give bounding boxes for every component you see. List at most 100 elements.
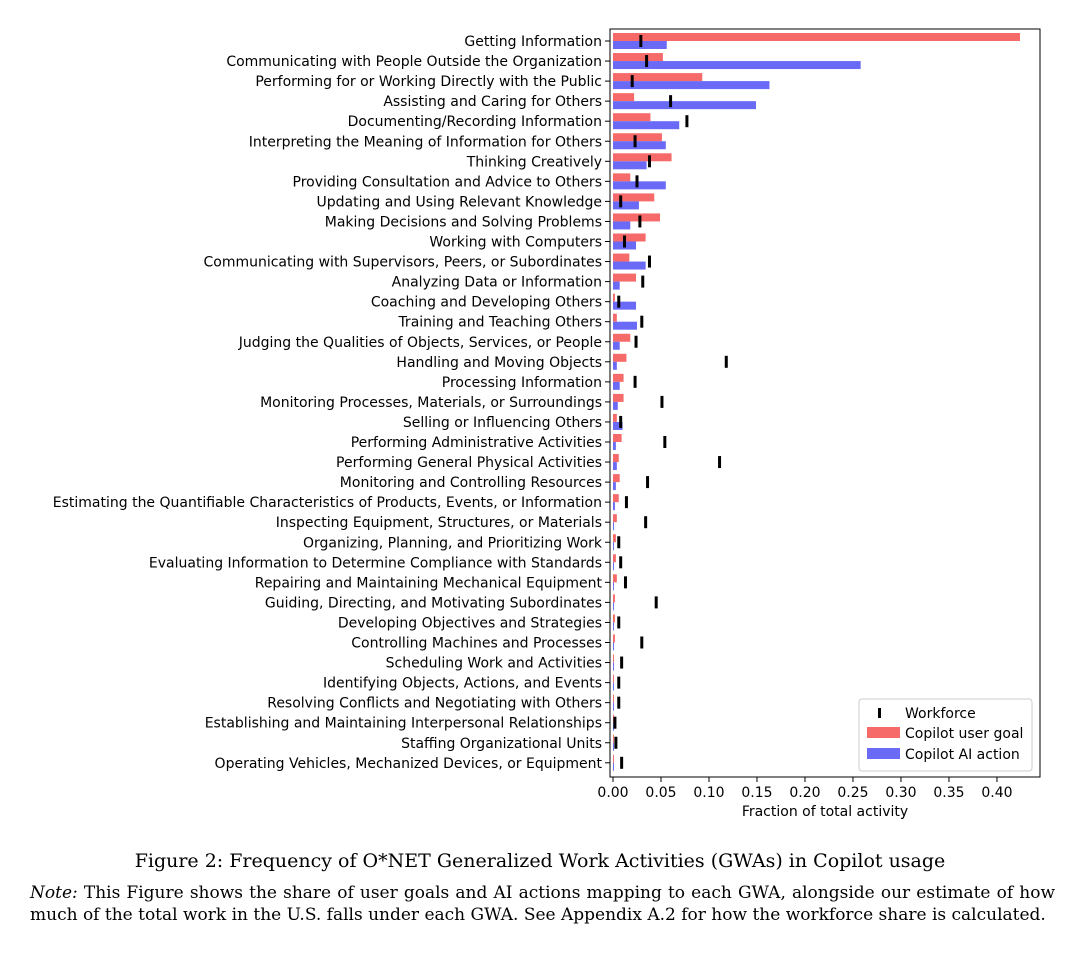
y-tick-label: Monitoring and Controlling Resources [340,475,602,491]
x-tick-label: 0.35 [933,785,964,801]
y-tick-label: Judging the Qualities of Objects, Servic… [238,335,602,351]
y-tick-label: Monitoring Processes, Materials, or Surr… [260,395,602,411]
y-tick-label: Selling or Influencing Others [403,415,602,431]
y-tick-label: Getting Information [464,34,602,50]
user-goal-bar [613,333,631,342]
y-tick-label: Developing Objectives and Strategies [338,615,602,631]
y-tick-label: Documenting/Recording Information [348,114,602,130]
ai-action-bar [613,462,617,471]
y-tick-label: Controlling Machines and Processes [351,636,602,652]
user-goal-bar [613,674,614,683]
ai-action-bar [613,361,617,370]
user-goal-bar [613,53,663,62]
workforce-marker [685,115,689,128]
workforce-marker [633,375,637,388]
y-tick-label: Communicating with People Outside the Or… [226,54,602,70]
user-goal-bar [613,594,615,603]
x-tick-label: 0.40 [981,785,1012,801]
workforce-marker [613,716,617,729]
user-goal-bar [613,253,630,262]
y-tick-label: Establishing and Maintaining Interperson… [205,716,602,732]
workforce-marker [647,155,651,168]
gwa-bar-chart: Getting Information Communicating with Pe… [53,28,1041,820]
y-tick-label: Repairing and Maintaining Mechanical Equ… [255,575,603,591]
user-goal-bar [613,614,615,623]
workforce-marker [641,275,645,288]
workforce-marker [633,135,637,148]
workforce-marker [640,636,644,649]
user-goal-bar [613,754,614,763]
plot-frame [609,28,1041,778]
user-goal-bar [613,734,614,743]
workforce-marker [620,756,624,769]
workforce-marker [724,355,728,368]
y-tick-label: Estimating the Quantifiable Characterist… [53,495,602,511]
ai-action-bar [613,522,614,531]
user-goal-bar [613,93,635,102]
workforce-marker [646,476,650,489]
ai-action-bar [613,181,666,190]
x-axis: 0.00 0.05 0.10 0.15 0.20 0.25 0.30 0.35 0.40 [597,777,1013,801]
y-tick-label: Staffing Organizational Units [401,736,602,752]
workforce-marker [718,456,722,469]
ai-action-bar [613,101,757,110]
y-tick-label: Providing Consultation and Advice to Oth… [293,174,602,190]
legend-ai-action-label: Copilot AI action [905,747,1020,763]
workforce-marker [630,75,634,88]
workforce-marker [623,576,627,589]
bars-layer [613,33,1020,771]
user-goal-bar [613,434,622,442]
ai-action-bar [613,401,618,410]
y-tick-label: Performing General Physical Activities [336,455,602,471]
workforce-marker [620,656,624,669]
y-tick-label: Performing for or Working Directly with … [255,74,602,90]
workforce-marker [617,536,621,549]
user-goal-bar [613,574,617,583]
user-goal-bar [613,413,617,422]
user-goal-bar [613,554,616,563]
ai-action-bar [613,201,639,210]
ai-action-bar [613,321,637,330]
ai-action-bar [613,121,680,130]
user-goal-bar [613,133,662,142]
ai-action-bar [613,442,616,450]
y-tick-label: Guiding, Directing, and Motivating Subor… [265,595,602,611]
user-goal-bar [613,153,672,162]
workforce-marker [617,616,621,629]
ai-action-bar [613,261,646,270]
ai-action-bar [613,141,666,150]
user-goal-bar [613,474,620,483]
y-axis: Getting Information Communicating with Pe… [53,34,610,772]
x-tick-label: 0.30 [885,785,916,801]
legend-box [858,698,1033,772]
user-goal-bar [613,454,619,463]
workforce-marker [617,676,621,689]
legend-workforce-swatch [878,708,881,718]
user-goal-bar [613,514,617,523]
y-tick-label: Operating Vehicles, Mechanized Devices, … [215,756,603,772]
legend-ai-action-swatch [867,748,900,759]
workforce-marker [619,415,623,428]
y-tick-label: Assisting and Caring for Others [383,94,602,110]
workforce-marker [614,736,618,749]
user-goal-bar [613,113,651,122]
workforce-marker [640,315,644,328]
y-tick-label: Communicating with Supervisors, Peers, o… [203,255,602,271]
user-goal-bar [613,33,1020,41]
y-tick-label: Scheduling Work and Activities [386,656,602,672]
workforce-marker [638,215,642,228]
user-goal-bar [613,273,637,282]
y-tick-label: Processing Information [442,375,602,391]
ai-action-bar [613,281,620,290]
ai-action-bar [613,762,614,771]
ai-action-bar [613,582,614,591]
user-goal-bar [613,233,646,242]
user-goal-bar [613,313,617,322]
user-goal-bar [613,173,631,182]
y-tick-label: Interpreting the Meaning of Information … [249,134,602,150]
x-tick-label: 0.15 [741,785,772,801]
ai-action-bar [613,642,614,651]
workforce-marker [619,195,623,208]
user-goal-bar [613,694,614,703]
y-tick-label: Working with Computers [429,235,602,251]
